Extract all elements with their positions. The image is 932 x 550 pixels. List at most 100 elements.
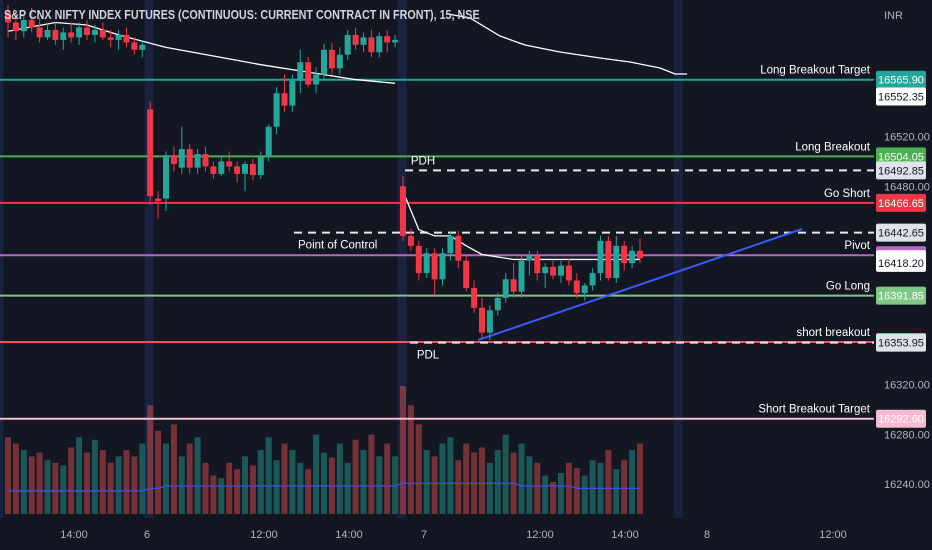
candle-body <box>297 62 304 81</box>
x-tick-label: 14:00 <box>60 529 88 541</box>
session-break-band <box>144 0 154 518</box>
candle-body <box>486 310 493 333</box>
candle-body <box>123 34 130 43</box>
volume-bar <box>447 437 454 514</box>
volume-bar <box>131 456 138 514</box>
volume-bar <box>20 450 27 514</box>
candle-body <box>139 44 146 50</box>
volume-bar <box>36 452 43 514</box>
candle-body <box>273 93 280 127</box>
chart-title: S&P CNX NIFTY INDEX FUTURES (CONTINUOUS:… <box>4 8 480 22</box>
volume-bar <box>305 469 312 514</box>
candle-body <box>5 12 11 23</box>
candle-body <box>68 32 75 38</box>
price-tag-value: 16418.20 <box>878 258 924 270</box>
volume-bar <box>281 443 288 514</box>
volume-bar <box>550 482 557 514</box>
level-label: Pivot <box>844 240 870 252</box>
volume-bar <box>565 462 572 514</box>
candle-body <box>471 287 478 308</box>
volume-bar <box>289 450 296 514</box>
price-tag <box>876 193 926 212</box>
candle-body <box>629 250 636 264</box>
x-tick-label: 8 <box>704 529 710 541</box>
level-label: Go Long <box>826 281 870 293</box>
candle-body <box>352 34 359 45</box>
candle-body <box>455 235 462 261</box>
volume-bar <box>336 443 343 514</box>
candle-body <box>28 20 35 28</box>
volume-bar <box>186 443 193 514</box>
candle-body <box>447 235 454 254</box>
candle-body <box>534 255 541 274</box>
dashed-level-label: Point of Control <box>298 240 377 252</box>
candle-body <box>84 27 90 35</box>
volume-bar <box>91 439 98 514</box>
candle-body <box>36 27 43 38</box>
y-tick-label: 16280.00 <box>884 429 930 441</box>
volume-bar <box>542 475 549 514</box>
volume-bar <box>52 462 59 514</box>
session-break-band <box>0 0 4 518</box>
volume-bar <box>123 450 130 514</box>
candle-body <box>376 36 383 53</box>
candle-body <box>494 297 501 311</box>
price-tag-value: 16565.90 <box>878 75 924 87</box>
volume-bar <box>605 450 612 514</box>
x-tick-label: 14:00 <box>335 529 363 541</box>
volume-bar <box>344 462 351 514</box>
session-break-band <box>397 0 407 518</box>
volume-bar <box>115 456 122 514</box>
volume-bar <box>573 467 580 514</box>
candle-body <box>621 245 628 264</box>
vwap-line <box>402 190 640 261</box>
candle-body <box>249 163 256 176</box>
candle-body <box>423 253 430 274</box>
volume-bar <box>352 439 359 514</box>
volume-bar <box>44 460 51 514</box>
price-tag <box>876 333 926 352</box>
price-tag-value: 16466.65 <box>878 198 924 210</box>
volume-bar <box>273 460 280 514</box>
candle-body <box>60 32 67 40</box>
volume-bar <box>297 462 304 514</box>
price-tag <box>876 253 926 272</box>
volume-moving-average-line <box>8 482 640 492</box>
candle-body <box>12 22 19 32</box>
volume-bar <box>558 473 564 514</box>
price-tag <box>876 147 926 166</box>
candle-body <box>163 155 169 199</box>
x-tick-label: 14:00 <box>611 529 639 541</box>
volume-bar <box>265 437 272 514</box>
volume-bar <box>155 430 162 514</box>
candle-body <box>463 260 470 288</box>
candle-body <box>234 166 241 174</box>
candle-body <box>431 253 438 280</box>
volume-bar <box>28 456 35 514</box>
candle-body <box>597 240 604 274</box>
candle-body <box>407 235 414 246</box>
candle-body <box>289 80 296 106</box>
level-label: short breakout <box>796 327 870 339</box>
volume-bar <box>5 437 11 514</box>
volume-bar <box>534 462 541 514</box>
volume-bar <box>249 465 256 514</box>
price-tag <box>876 87 926 106</box>
candle-body <box>76 27 83 38</box>
price-tag <box>876 223 926 242</box>
level-label: Go Short <box>824 188 871 200</box>
volume-bar <box>502 434 509 514</box>
candle-body <box>91 29 98 35</box>
volume-bar <box>384 443 391 514</box>
volume-bar <box>415 424 422 514</box>
trendline <box>477 228 803 342</box>
volume-bar <box>226 462 233 514</box>
candle-body <box>558 265 564 276</box>
candle-body <box>384 36 391 43</box>
candle-body <box>242 163 248 174</box>
candle-body <box>226 161 233 167</box>
y-tick-label: 16480.00 <box>884 181 930 193</box>
volume-bar <box>629 450 636 514</box>
candle-body <box>218 161 225 174</box>
